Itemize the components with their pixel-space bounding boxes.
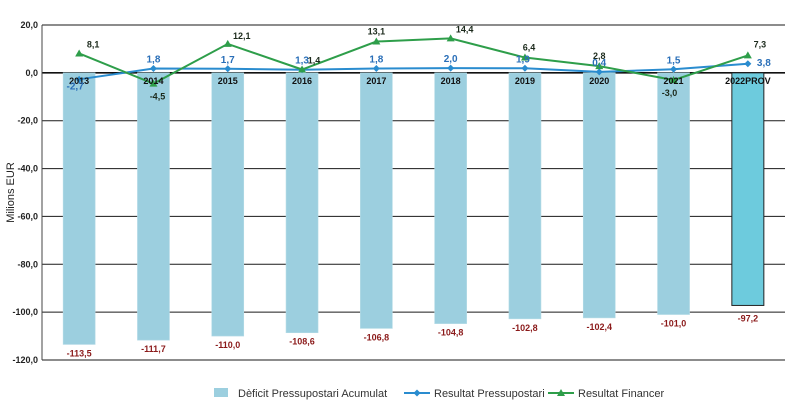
bar bbox=[657, 72, 690, 315]
legend-marker bbox=[557, 389, 565, 396]
legend-item: Dèficit Pressupostari Acumulat bbox=[214, 388, 387, 400]
y-tick-label: -80,0 bbox=[17, 259, 38, 269]
line-value-label: 1,9 bbox=[516, 54, 530, 65]
x-tick-label: 2019 bbox=[515, 76, 535, 86]
bar-value-label: -108,6 bbox=[289, 337, 315, 347]
bar bbox=[582, 72, 616, 319]
y-axis-label: Milions EUR bbox=[5, 162, 17, 223]
data-point bbox=[520, 53, 529, 61]
legend-swatch bbox=[214, 388, 228, 397]
bar bbox=[434, 72, 467, 324]
line-value-label: 2,8 bbox=[593, 51, 606, 61]
line-value-label: 1,4 bbox=[308, 56, 321, 66]
y-tick-label: 0,0 bbox=[25, 68, 38, 78]
x-tick-label: 2022PROV bbox=[725, 76, 771, 86]
data-point bbox=[521, 64, 529, 72]
y-tick-label: 20,0 bbox=[20, 20, 38, 30]
data-labels: -113,5 -111,7 -110,0 -108,6 -106,8 -104,8 -102… bbox=[67, 24, 772, 358]
bar-value-label: -102,4 bbox=[586, 322, 612, 332]
line-value-label: -3,0 bbox=[662, 88, 678, 98]
data-point bbox=[446, 34, 455, 42]
series-line bbox=[78, 37, 749, 85]
legend-item: Resultat Pressupostari bbox=[404, 388, 545, 400]
legend-label: Resultat Pressupostari bbox=[434, 388, 545, 400]
data-point bbox=[595, 62, 604, 70]
line-value-label: 8,1 bbox=[87, 39, 100, 49]
line-value-label: 12,1 bbox=[233, 31, 251, 41]
y-tick-label: -60,0 bbox=[17, 211, 38, 221]
x-tick-label: 2021 bbox=[664, 76, 684, 86]
x-axis-categories: 2013 2014 2015 2016 2017 2018 2019 2020 2021 2022… bbox=[69, 76, 770, 86]
y-tick-label: -20,0 bbox=[17, 116, 38, 126]
data-point bbox=[223, 39, 232, 47]
data-point bbox=[744, 60, 752, 68]
line-value-label: -2,7 bbox=[67, 81, 85, 92]
line-value-label: 1,3 bbox=[295, 56, 309, 67]
legend-item: Resultat Financer bbox=[548, 388, 665, 400]
legend-label: Dèficit Pressupostari Acumulat bbox=[238, 388, 387, 400]
y-tick-label: -100,0 bbox=[12, 307, 38, 317]
line-value-label: 6,4 bbox=[523, 43, 536, 53]
bar bbox=[211, 72, 245, 337]
data-point bbox=[149, 79, 158, 87]
y-tick-label: -120,0 bbox=[12, 355, 38, 365]
x-tick-label: 2013 bbox=[69, 76, 89, 86]
bar bbox=[508, 72, 542, 320]
bar bbox=[62, 72, 96, 345]
bar-value-label: -104,8 bbox=[438, 328, 464, 338]
data-point bbox=[149, 65, 157, 73]
line-value-label: 1,5 bbox=[667, 55, 681, 66]
data-point bbox=[669, 76, 678, 84]
bar bbox=[731, 72, 765, 306]
line-value-label: 13,1 bbox=[368, 27, 386, 37]
x-tick-label: 2014 bbox=[143, 76, 163, 86]
bar-value-label: -106,8 bbox=[364, 332, 390, 342]
data-point bbox=[372, 65, 380, 73]
bar-value-label: -102,8 bbox=[512, 323, 538, 333]
bar-value-label: -97,2 bbox=[738, 313, 759, 323]
x-tick-label: 2020 bbox=[589, 76, 609, 86]
legend-marker bbox=[413, 389, 421, 397]
lines bbox=[75, 34, 752, 87]
line-value-label: 3,8 bbox=[757, 58, 771, 69]
bar-value-label: -111,7 bbox=[141, 344, 166, 354]
data-point bbox=[670, 65, 678, 73]
x-tick-label: 2015 bbox=[218, 76, 238, 86]
data-point bbox=[75, 49, 84, 57]
bar bbox=[137, 72, 170, 341]
legend: Dèficit Pressupostari Acumulat Resultat P… bbox=[214, 388, 665, 400]
x-tick-label: 2016 bbox=[292, 76, 312, 86]
data-point bbox=[298, 65, 307, 73]
bar bbox=[360, 72, 393, 329]
bar bbox=[285, 72, 319, 334]
bar-value-label: -110,0 bbox=[215, 340, 240, 350]
bar-value-label: -101,0 bbox=[661, 319, 687, 329]
y-axis: 20,0 0,0 -20,0 -40,0 -60,0 -80,0 -100,0 -120,0 bbox=[12, 20, 43, 365]
line-value-label: -4,5 bbox=[150, 92, 166, 102]
data-point bbox=[75, 75, 83, 83]
y-tick-label: -40,0 bbox=[17, 164, 38, 174]
data-point bbox=[743, 51, 752, 59]
series-line bbox=[79, 62, 748, 81]
bar-value-label: -113,5 bbox=[67, 348, 92, 358]
line-value-label: 14,4 bbox=[456, 24, 474, 34]
data-point bbox=[372, 37, 381, 45]
x-tick-label: 2017 bbox=[366, 76, 386, 86]
line-value-label: 1,8 bbox=[369, 55, 383, 66]
legend-label: Resultat Financer bbox=[578, 388, 665, 400]
line-value-label: 1,8 bbox=[146, 55, 160, 66]
line-value-label: 7,3 bbox=[754, 39, 767, 49]
line-value-label: 0,4 bbox=[592, 58, 606, 69]
bars bbox=[62, 72, 765, 345]
data-point bbox=[595, 68, 603, 76]
x-tick-label: 2018 bbox=[441, 76, 461, 86]
line-value-label: 1,7 bbox=[221, 55, 235, 66]
data-point bbox=[224, 65, 232, 73]
data-point bbox=[447, 64, 455, 72]
line-value-label: 2,0 bbox=[444, 54, 458, 65]
